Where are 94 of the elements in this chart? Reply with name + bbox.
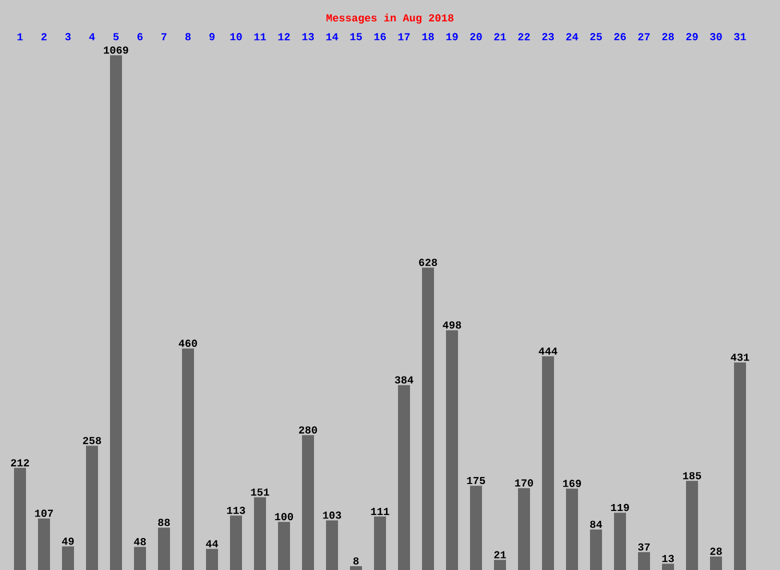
bar (518, 488, 530, 570)
x-tick-label: 31 (734, 33, 746, 40)
bar (686, 480, 698, 570)
bar (638, 552, 650, 570)
data-label: 170 (515, 479, 533, 487)
x-tick-label: 17 (398, 33, 410, 40)
x-tick-label: 16 (374, 33, 386, 40)
x-tick-label: 23 (542, 33, 554, 40)
data-label: 107 (35, 510, 53, 517)
data-label: 628 (419, 258, 438, 266)
bar (614, 512, 626, 570)
x-tick-label: 10 (230, 33, 242, 40)
bar (230, 516, 242, 570)
data-label: 212 (11, 459, 29, 466)
x-tick-label: 11 (254, 33, 266, 40)
bar (494, 560, 506, 570)
chart-title: Messages in Aug 2018 (326, 14, 454, 24)
data-label: 431 (730, 354, 750, 361)
data-label: 111 (371, 508, 390, 515)
x-tick-label: 29 (686, 33, 698, 40)
bar (110, 55, 122, 570)
bar (254, 497, 266, 570)
x-tick-label: 14 (326, 33, 338, 40)
bar (206, 548, 218, 570)
x-tick-label: 5 (113, 33, 119, 40)
data-label: 28 (710, 548, 722, 555)
bar (86, 446, 98, 570)
bar (134, 546, 146, 570)
x-tick-label: 20 (470, 33, 482, 40)
data-label: 37 (638, 543, 650, 551)
bar (350, 566, 362, 570)
data-label: 100 (275, 513, 293, 520)
x-tick-label: 27 (638, 33, 650, 40)
bar (566, 488, 578, 570)
bar (470, 486, 482, 570)
bar (14, 468, 26, 570)
bar (374, 516, 386, 570)
data-label: 119 (611, 504, 629, 512)
data-label: 498 (442, 321, 462, 329)
x-tick-label: 30 (710, 33, 722, 40)
x-tick-label: 9 (209, 33, 215, 40)
x-tick-label: 1 (18, 33, 23, 40)
bar (326, 520, 338, 570)
x-tick-label: 24 (566, 33, 578, 40)
data-label: 384 (394, 376, 414, 384)
x-tick-label: 26 (614, 33, 626, 40)
x-tick-label: 18 (422, 33, 434, 40)
bar (734, 362, 746, 570)
bar (278, 522, 290, 570)
x-tick-label: 19 (446, 33, 458, 40)
bar (302, 435, 314, 570)
bar (710, 556, 722, 570)
data-label: 280 (299, 426, 317, 434)
bar (590, 530, 602, 570)
x-tick-label: 13 (302, 33, 314, 40)
data-label: 21 (494, 551, 506, 558)
data-label: 151 (251, 488, 270, 496)
bar (38, 518, 50, 570)
data-label: 113 (227, 506, 246, 514)
x-tick-label: 15 (350, 33, 362, 40)
bar (422, 268, 434, 570)
data-label: 444 (538, 348, 558, 355)
data-label: 258 (83, 436, 102, 444)
bar (662, 564, 674, 570)
data-label: 8 (353, 557, 359, 565)
bar (542, 356, 554, 570)
x-tick-label: 3 (65, 33, 71, 40)
bar (446, 330, 458, 570)
x-tick-label: 22 (518, 33, 530, 40)
data-label: 185 (683, 472, 702, 480)
data-label: 88 (158, 518, 170, 526)
data-label: 13 (662, 554, 674, 562)
x-tick-label: 28 (662, 33, 674, 40)
data-label: 1069 (104, 46, 128, 54)
x-tick-label: 25 (590, 33, 602, 40)
bar (158, 528, 170, 570)
x-tick-label: 21 (494, 33, 506, 40)
data-label: 84 (590, 520, 602, 528)
x-tick-label: 2 (41, 33, 47, 40)
x-tick-label: 7 (161, 33, 166, 40)
bar (398, 385, 410, 570)
data-label: 48 (134, 538, 146, 546)
data-label: 103 (323, 512, 342, 519)
x-tick-label: 12 (278, 33, 290, 40)
data-label: 169 (563, 480, 581, 488)
bar (62, 546, 74, 570)
data-label: 460 (178, 340, 197, 347)
x-tick-label: 6 (137, 33, 143, 40)
x-tick-label: 8 (185, 33, 191, 40)
bar (182, 348, 194, 570)
data-label: 49 (62, 538, 74, 545)
data-label: 44 (206, 540, 218, 548)
x-tick-label: 4 (89, 33, 95, 40)
data-label: 175 (467, 477, 486, 484)
